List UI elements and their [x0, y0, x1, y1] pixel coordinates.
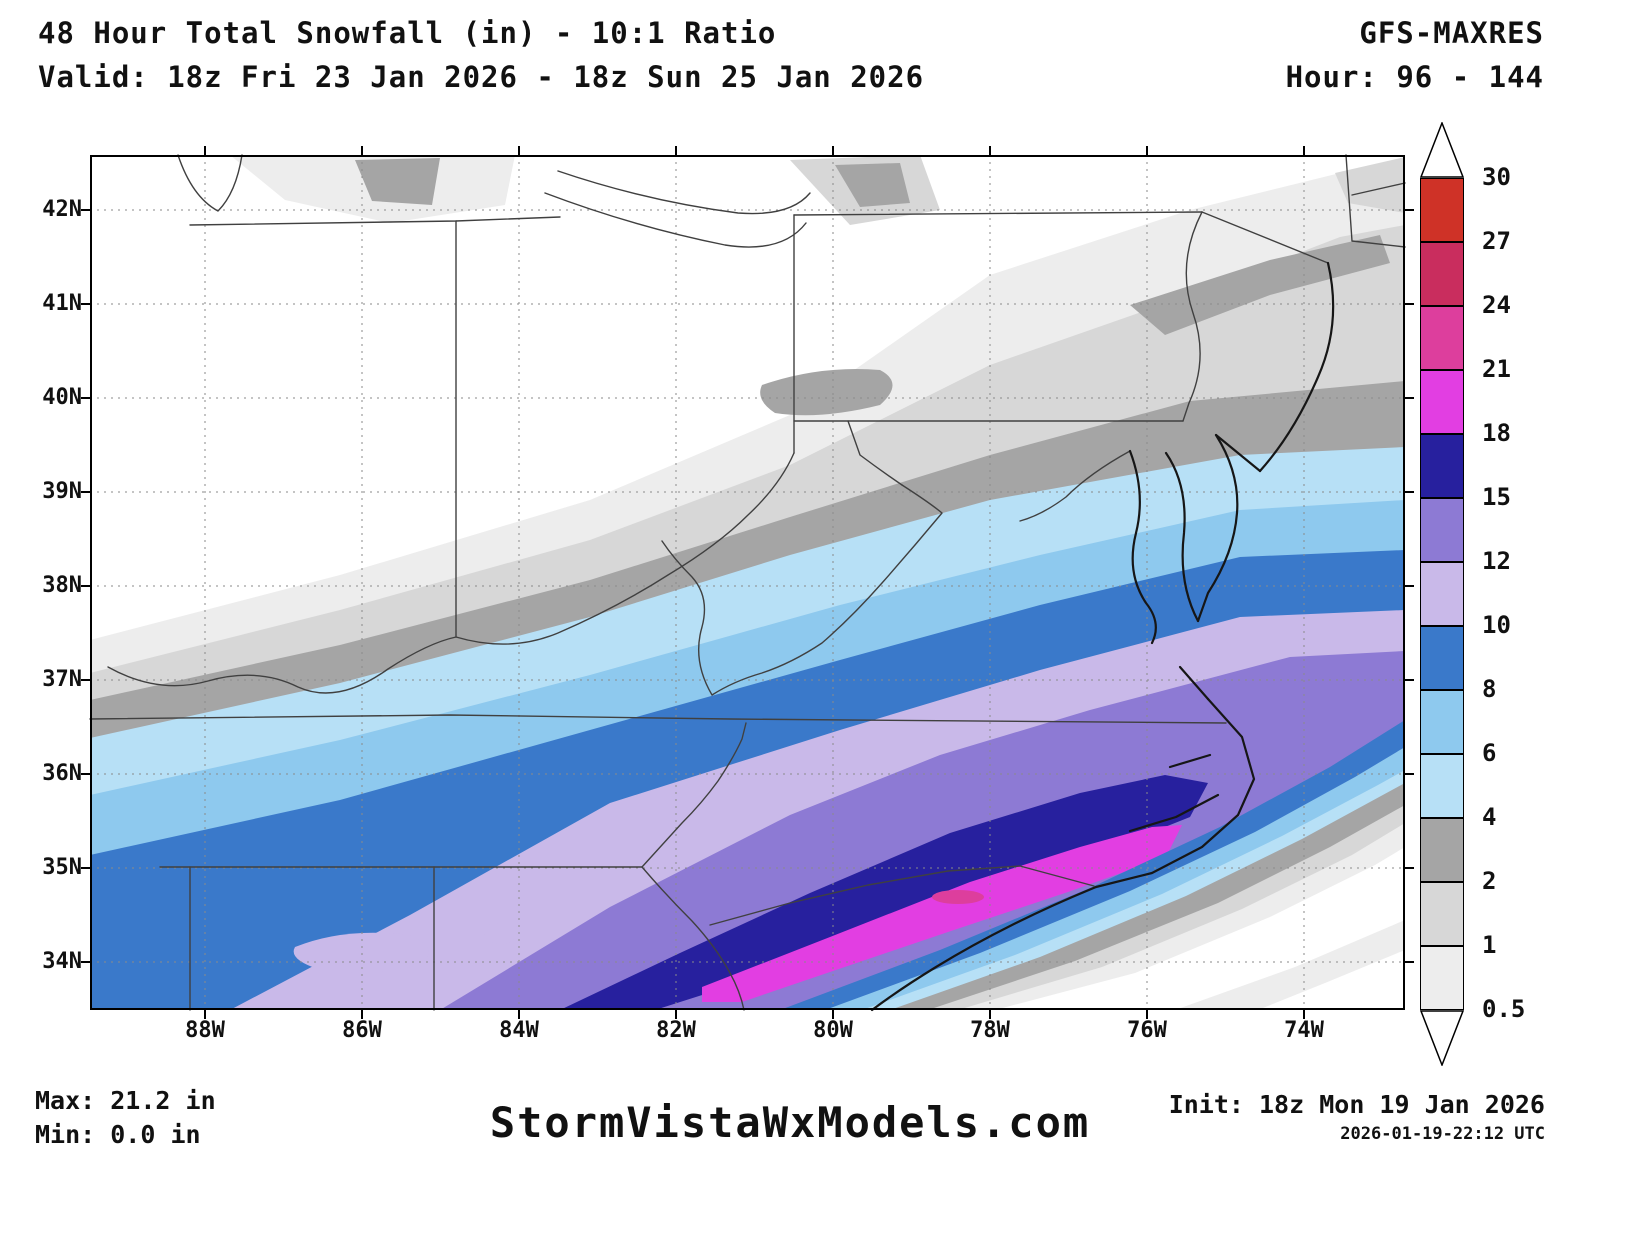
- legend-arrow-down-icon: [1420, 1010, 1464, 1066]
- lat-label: 42N: [42, 197, 82, 222]
- legend-label: 21: [1482, 355, 1511, 383]
- lat-label: 36N: [42, 761, 82, 786]
- lon-label: 82W: [656, 1018, 696, 1043]
- watermark: StormVistaWxModels.com: [489, 1098, 1091, 1147]
- lat-label: 41N: [42, 291, 82, 316]
- model-name: GFS-MAXRES: [1359, 16, 1544, 50]
- page-title: 48 Hour Total Snowfall (in) - 10:1 Ratio: [38, 16, 777, 50]
- legend-block: [1420, 562, 1464, 626]
- legend-block: [1420, 882, 1464, 946]
- lat-label: 34N: [42, 949, 82, 974]
- legend-block: [1420, 690, 1464, 754]
- valid-time: Valid: 18z Fri 23 Jan 2026 - 18z Sun 25 …: [38, 60, 925, 94]
- legend-block: [1420, 946, 1464, 1010]
- legend-block: [1420, 498, 1464, 562]
- init-time: Init: 18z Mon 19 Jan 2026: [1168, 1090, 1545, 1119]
- lon-label: 78W: [970, 1018, 1010, 1043]
- legend-label: 6: [1482, 739, 1497, 767]
- snowfall-map: [81, 146, 1414, 1019]
- lat-label: 38N: [42, 573, 82, 598]
- legend-label: 15: [1482, 483, 1511, 511]
- legend-label: 30: [1482, 163, 1511, 191]
- legend-label: 12: [1482, 547, 1511, 575]
- coastline: [870, 261, 1335, 1012]
- snowfall-map-svg: [81, 146, 1414, 1019]
- max-value: Max: 21.2 in: [35, 1086, 216, 1115]
- legend-label: 8: [1482, 675, 1497, 703]
- issued-utc: 2026-01-19-22:12 UTC: [1340, 1124, 1545, 1144]
- legend-label: 1: [1482, 931, 1497, 959]
- lon-label: 80W: [813, 1018, 853, 1043]
- lon-label: 88W: [185, 1018, 225, 1043]
- legend-block: [1420, 370, 1464, 434]
- lat-label: 39N: [42, 479, 82, 504]
- legend-label: 4: [1482, 803, 1497, 831]
- legend-block: [1420, 754, 1464, 818]
- lon-label: 86W: [342, 1018, 382, 1043]
- legend-arrow-up-icon: [1420, 122, 1464, 178]
- legend-block: [1420, 818, 1464, 882]
- legend-label: 18: [1482, 419, 1511, 447]
- lat-label: 37N: [42, 667, 82, 692]
- contour-fills: [90, 155, 1405, 1010]
- lon-label: 84W: [499, 1018, 539, 1043]
- legend-label: 0.5: [1482, 995, 1526, 1023]
- legend-block: [1420, 626, 1464, 690]
- legend-block: [1420, 242, 1464, 306]
- lon-label: 76W: [1127, 1018, 1167, 1043]
- legend-label: 24: [1482, 291, 1511, 319]
- legend-label: 10: [1482, 611, 1511, 639]
- lat-label: 40N: [42, 385, 82, 410]
- state-borders: [89, 154, 1406, 1011]
- lat-label: 35N: [42, 855, 82, 880]
- lon-label: 74W: [1284, 1018, 1324, 1043]
- min-value: Min: 0.0 in: [35, 1120, 201, 1149]
- legend-block: [1420, 434, 1464, 498]
- legend-label: 27: [1482, 227, 1511, 255]
- map-frame: [81, 146, 1414, 1019]
- legend-block: [1420, 178, 1464, 242]
- colorbar-legend: 30 27 24 21 18 15 12 10 8 6 4 2 1 0.5: [1420, 122, 1632, 1082]
- legend-label: 2: [1482, 867, 1497, 895]
- legend-block: [1420, 306, 1464, 370]
- forecast-hour: Hour: 96 - 144: [1285, 60, 1544, 94]
- grid-lines: [90, 155, 1405, 1010]
